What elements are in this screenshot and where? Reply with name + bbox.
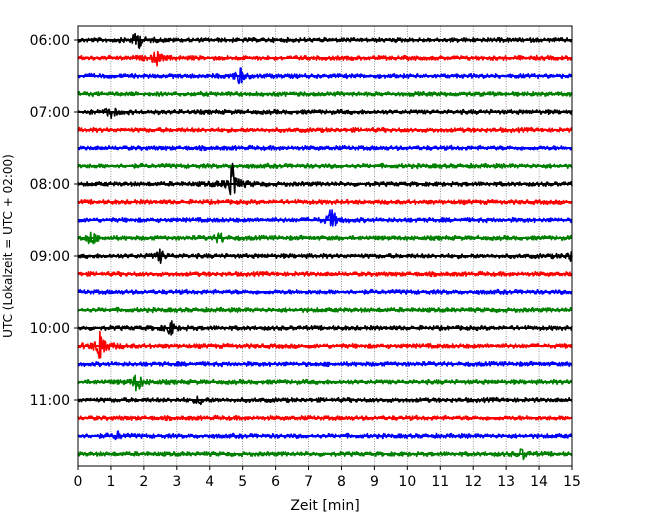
x-tick-label-7: 7 (304, 474, 313, 490)
x-tick-label-9: 9 (370, 474, 379, 490)
x-tick-label-0: 0 (74, 474, 83, 490)
trace-line-8 (77, 162, 573, 196)
x-tick-label-6: 6 (271, 474, 280, 490)
trace-line-4 (77, 107, 573, 120)
y-tick-label-2: 08:00 (30, 177, 70, 193)
y-tick-label-3: 09:00 (30, 249, 70, 265)
y-tick-label-5: 11:00 (30, 393, 70, 409)
x-tick-label-4: 4 (205, 474, 214, 490)
x-tick-label-13: 13 (497, 474, 515, 490)
y-tick-label-0: 06:00 (30, 33, 70, 49)
x-tick-label-14: 14 (530, 474, 548, 490)
y-tick-label-1: 07:00 (30, 105, 70, 121)
y-tick-label-4: 10:00 (30, 321, 70, 337)
trace-line-10 (77, 209, 573, 227)
y-axis-label: UTC (Lokalzeit = UTC + 02:00) (1, 154, 15, 338)
x-tick-label-11: 11 (431, 474, 449, 490)
x-tick-label-15: 15 (563, 474, 581, 490)
x-tick-label-8: 8 (337, 474, 346, 490)
y-axis-ticks: 06:00 07:00 08:00 09:00 10:00 11:00 (30, 33, 78, 409)
x-tick-label-1: 1 (106, 474, 115, 490)
trace-line-17 (77, 330, 573, 360)
x-tick-label-2: 2 (139, 474, 148, 490)
trace-group (77, 32, 573, 461)
x-tick-label-5: 5 (238, 474, 247, 490)
plot-frame (77, 25, 573, 467)
x-axis-label: Zeit [min] (290, 498, 359, 514)
x-tick-label-10: 10 (398, 474, 416, 490)
x-tick-label-3: 3 (172, 474, 181, 490)
x-tick-label-12: 12 (464, 474, 482, 490)
grid-lines (110, 26, 540, 466)
x-axis-ticks: 0 1 2 3 4 5 6 7 8 9 10 11 12 13 14 15 (74, 466, 581, 490)
